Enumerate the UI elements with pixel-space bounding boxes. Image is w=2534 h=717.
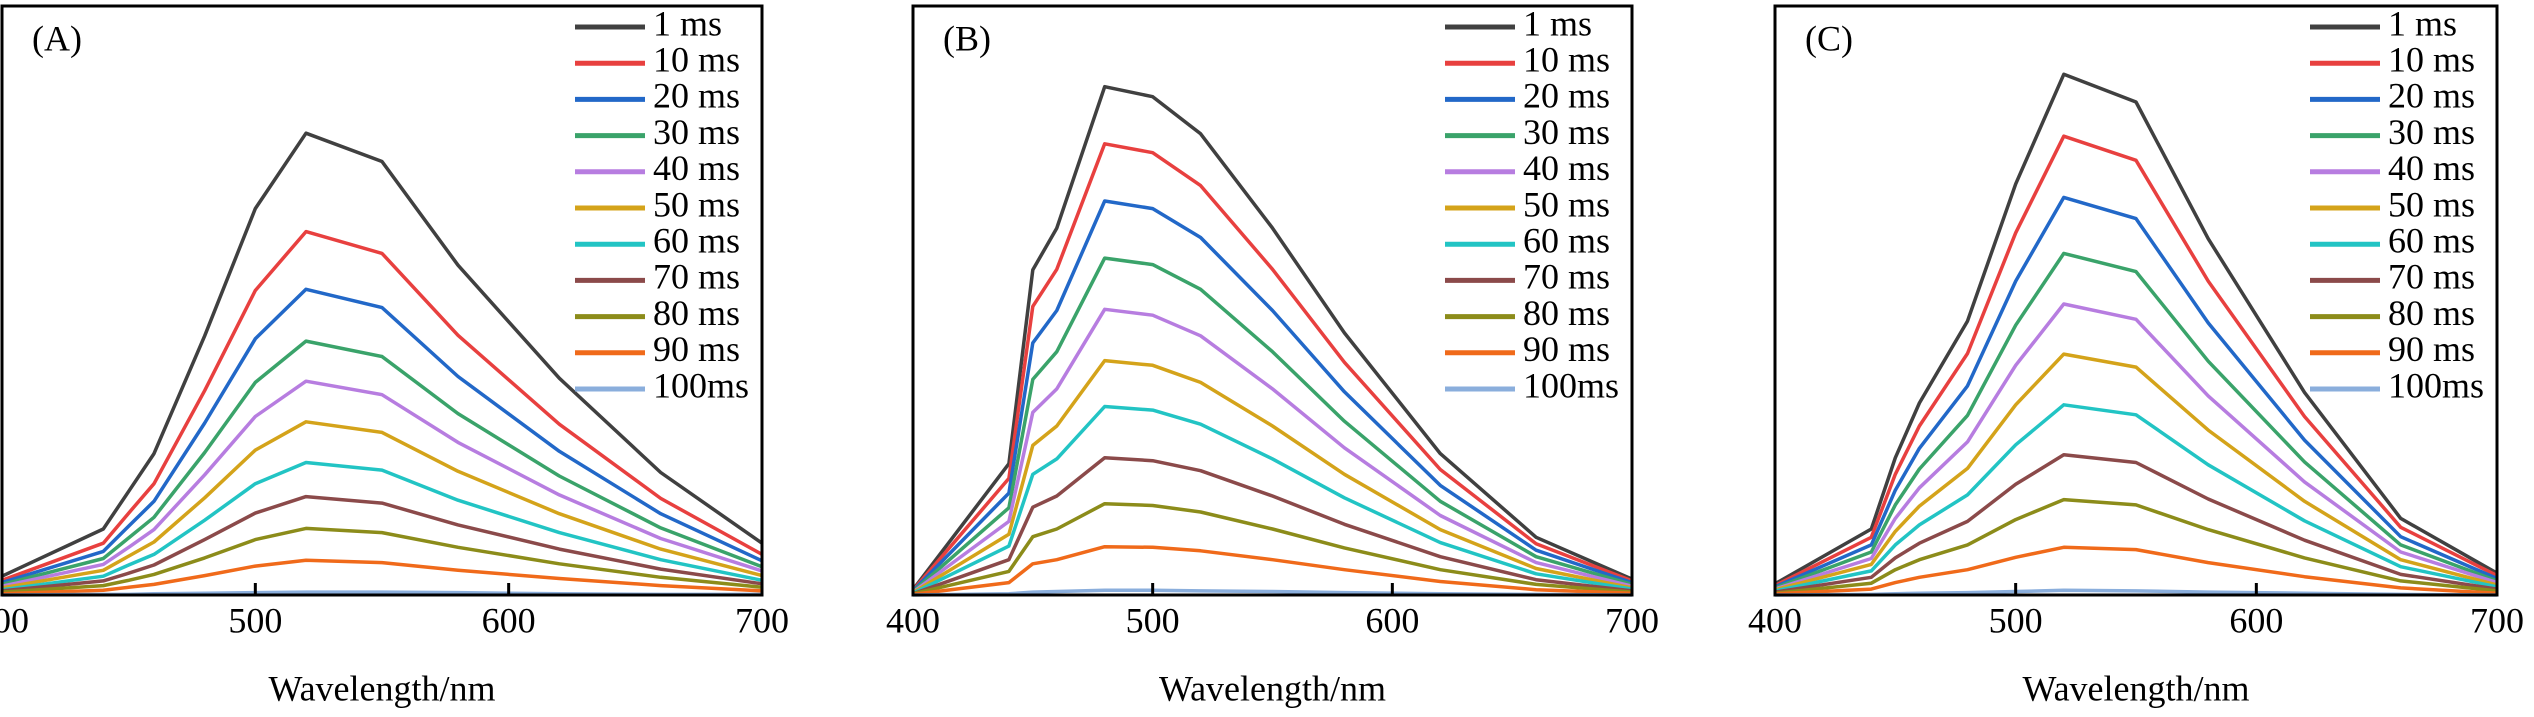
panel-label: (B) xyxy=(943,18,991,58)
legend-label: 20 ms xyxy=(653,76,740,116)
spectrum-line xyxy=(1,229,763,582)
spectrum-line xyxy=(911,84,1633,591)
legend-label: 30 ms xyxy=(1523,112,1610,152)
legend-label: 40 ms xyxy=(653,148,740,188)
legend-label: 1 ms xyxy=(1523,3,1592,43)
x-tick-label: 500 xyxy=(228,600,282,640)
legend-label: 50 ms xyxy=(1523,184,1610,224)
legend-label: 10 ms xyxy=(1523,39,1610,79)
spectrum-line xyxy=(1774,453,2498,594)
spectrum-line xyxy=(911,256,1633,593)
spectrum-line xyxy=(1774,251,2498,590)
spectrum-line xyxy=(1,494,763,593)
legend-label: 30 ms xyxy=(653,112,740,152)
legend-label: 10 ms xyxy=(2388,39,2475,79)
x-tick-label: 500 xyxy=(1989,600,2043,640)
x-axis-label: Wavelength/nm xyxy=(268,668,495,708)
legend-label: 100ms xyxy=(1523,365,1619,405)
legend-label: 80 ms xyxy=(653,293,740,333)
legend-label: 90 ms xyxy=(653,329,740,369)
spectrum-line xyxy=(911,142,1633,592)
legend-label: 10 ms xyxy=(653,39,740,79)
legend-label: 30 ms xyxy=(2388,112,2475,152)
spectrum-line xyxy=(1774,302,2498,591)
spectrum-line xyxy=(911,199,1633,593)
legend-label: 60 ms xyxy=(653,220,740,260)
x-tick-label: 400 xyxy=(0,600,29,640)
legend-label: 40 ms xyxy=(2388,148,2475,188)
legend-label: 20 ms xyxy=(1523,76,1610,116)
legend-label: 100ms xyxy=(2388,365,2484,405)
plot-frame xyxy=(0,4,764,597)
x-tick-label: 600 xyxy=(1365,600,1419,640)
x-tick-label: 600 xyxy=(2229,600,2283,640)
spectrum-line xyxy=(1,131,764,578)
spectrum-line xyxy=(912,358,1633,595)
spectrum-line xyxy=(912,404,1633,595)
spectrum-line xyxy=(1,526,763,594)
x-axis-label: Wavelength/nm xyxy=(1159,668,1386,708)
spectrum-line xyxy=(1774,195,2498,589)
spectrum-line xyxy=(1,339,763,587)
spectrum-line xyxy=(1,287,763,585)
spectrum-line xyxy=(1774,545,2498,596)
legend-label: 40 ms xyxy=(1523,148,1610,188)
spectrum-line xyxy=(1,379,763,588)
legend-label: 100ms xyxy=(653,365,749,405)
spectrum-line xyxy=(912,501,1633,596)
legend-label: 50 ms xyxy=(653,184,740,224)
spectrum-line xyxy=(1774,134,2498,588)
spectrum-line xyxy=(1774,497,2498,595)
spectrum-line xyxy=(1774,352,2498,592)
spectrum-line xyxy=(912,456,1633,596)
panel-label: (A) xyxy=(32,18,82,58)
legend-label: 50 ms xyxy=(2388,184,2475,224)
x-axis-label: Wavelength/nm xyxy=(2022,668,2249,708)
legend-label: 1 ms xyxy=(653,3,722,43)
spectrum-line xyxy=(1,558,763,596)
x-tick-label: 600 xyxy=(482,600,536,640)
spectrum-line xyxy=(1774,72,2498,586)
plot-frame xyxy=(1773,4,2499,597)
spectrum-line xyxy=(912,544,1633,597)
spectrum-line xyxy=(1,460,763,592)
legend-label: 1 ms xyxy=(2388,3,2457,43)
panel-label: (C) xyxy=(1805,18,1853,58)
x-tick-label: 400 xyxy=(886,600,940,640)
x-tick-label: 700 xyxy=(1605,600,1659,640)
spectrum-line xyxy=(1774,403,2498,593)
spectrum-line xyxy=(1,420,763,590)
x-tick-label: 500 xyxy=(1126,600,1180,640)
legend-label: 60 ms xyxy=(2388,220,2475,260)
x-tick-label: 400 xyxy=(1748,600,1802,640)
legend-label: 70 ms xyxy=(1523,257,1610,297)
x-tick-label: 700 xyxy=(735,600,789,640)
legend-label: 70 ms xyxy=(653,257,740,297)
legend-label: 60 ms xyxy=(1523,220,1610,260)
spectrum-line xyxy=(911,307,1633,594)
x-tick-label: 700 xyxy=(2470,600,2524,640)
plot-frame xyxy=(911,4,1634,597)
legend-label: 90 ms xyxy=(1523,329,1610,369)
legend-label: 20 ms xyxy=(2388,76,2475,116)
legend-label: 90 ms xyxy=(2388,329,2475,369)
legend-label: 70 ms xyxy=(2388,257,2475,297)
legend-label: 80 ms xyxy=(1523,293,1610,333)
legend-label: 80 ms xyxy=(2388,293,2475,333)
